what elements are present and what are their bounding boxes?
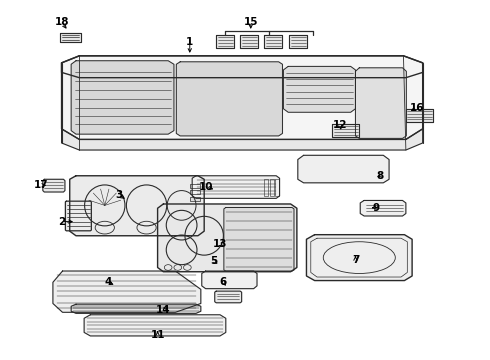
Polygon shape [216, 35, 234, 48]
Bar [190, 190, 200, 194]
Polygon shape [215, 291, 242, 303]
Polygon shape [71, 61, 174, 134]
Polygon shape [62, 129, 423, 150]
Polygon shape [84, 315, 226, 336]
Text: 8: 8 [377, 171, 384, 181]
Text: 6: 6 [220, 277, 227, 287]
Bar [190, 197, 200, 201]
Polygon shape [224, 207, 294, 271]
Text: 2: 2 [58, 217, 65, 227]
Bar [190, 197, 200, 201]
Text: 3: 3 [116, 190, 123, 200]
Polygon shape [406, 109, 433, 122]
Text: 1: 1 [186, 37, 194, 48]
Polygon shape [62, 56, 423, 78]
Text: 4: 4 [104, 277, 112, 287]
Text: 18: 18 [54, 17, 69, 27]
Polygon shape [360, 201, 406, 216]
Polygon shape [62, 56, 423, 139]
Text: 17: 17 [34, 180, 48, 190]
Text: 12: 12 [333, 120, 347, 130]
Polygon shape [176, 62, 282, 136]
Text: 15: 15 [244, 17, 258, 27]
Polygon shape [65, 201, 91, 231]
Polygon shape [158, 204, 297, 272]
Text: 13: 13 [213, 239, 227, 249]
Bar [264, 179, 268, 195]
Bar [275, 179, 279, 195]
Polygon shape [53, 271, 201, 312]
Polygon shape [355, 68, 406, 138]
Polygon shape [283, 66, 355, 112]
Polygon shape [202, 271, 257, 289]
Polygon shape [298, 155, 389, 183]
Polygon shape [70, 176, 204, 236]
Polygon shape [71, 304, 201, 313]
Bar [190, 190, 200, 194]
Text: 14: 14 [156, 305, 171, 315]
Polygon shape [289, 35, 307, 48]
Bar [190, 184, 200, 188]
Polygon shape [264, 35, 282, 48]
Text: 7: 7 [352, 256, 359, 265]
Text: 11: 11 [150, 330, 165, 340]
Bar [190, 184, 200, 188]
Text: 10: 10 [198, 182, 213, 192]
Text: 5: 5 [210, 256, 218, 266]
Polygon shape [332, 123, 359, 137]
Bar [270, 179, 274, 195]
Polygon shape [43, 179, 65, 192]
Text: 16: 16 [410, 103, 424, 113]
Polygon shape [192, 176, 280, 198]
Polygon shape [306, 235, 412, 280]
Polygon shape [240, 35, 258, 48]
Text: 9: 9 [372, 203, 379, 212]
Polygon shape [60, 32, 81, 42]
